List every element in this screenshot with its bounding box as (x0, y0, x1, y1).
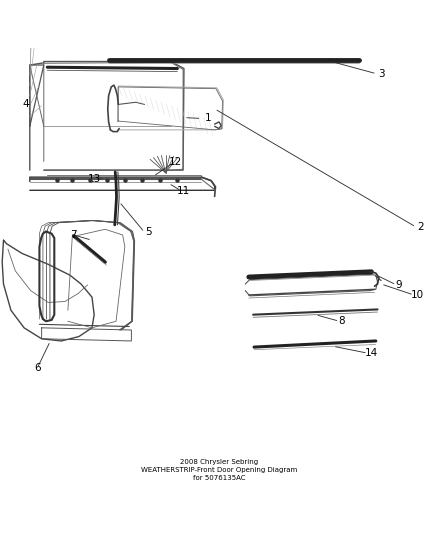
Text: 4: 4 (22, 100, 29, 109)
Text: 14: 14 (365, 348, 378, 358)
Text: 8: 8 (338, 316, 345, 326)
Text: 11: 11 (177, 186, 190, 196)
Text: 1: 1 (205, 114, 212, 124)
Text: 5: 5 (145, 228, 152, 237)
Text: 6: 6 (34, 363, 41, 373)
Text: 2: 2 (417, 222, 424, 232)
Text: 3: 3 (378, 69, 385, 79)
Text: 10: 10 (410, 290, 424, 300)
Text: 9: 9 (395, 280, 402, 290)
Text: 2008 Chrysler Sebring
WEATHERSTRIP-Front Door Opening Diagram
for 5076135AC: 2008 Chrysler Sebring WEATHERSTRIP-Front… (141, 459, 297, 481)
Text: 13: 13 (88, 174, 101, 184)
Text: 12: 12 (169, 157, 182, 167)
Text: 7: 7 (70, 230, 77, 240)
